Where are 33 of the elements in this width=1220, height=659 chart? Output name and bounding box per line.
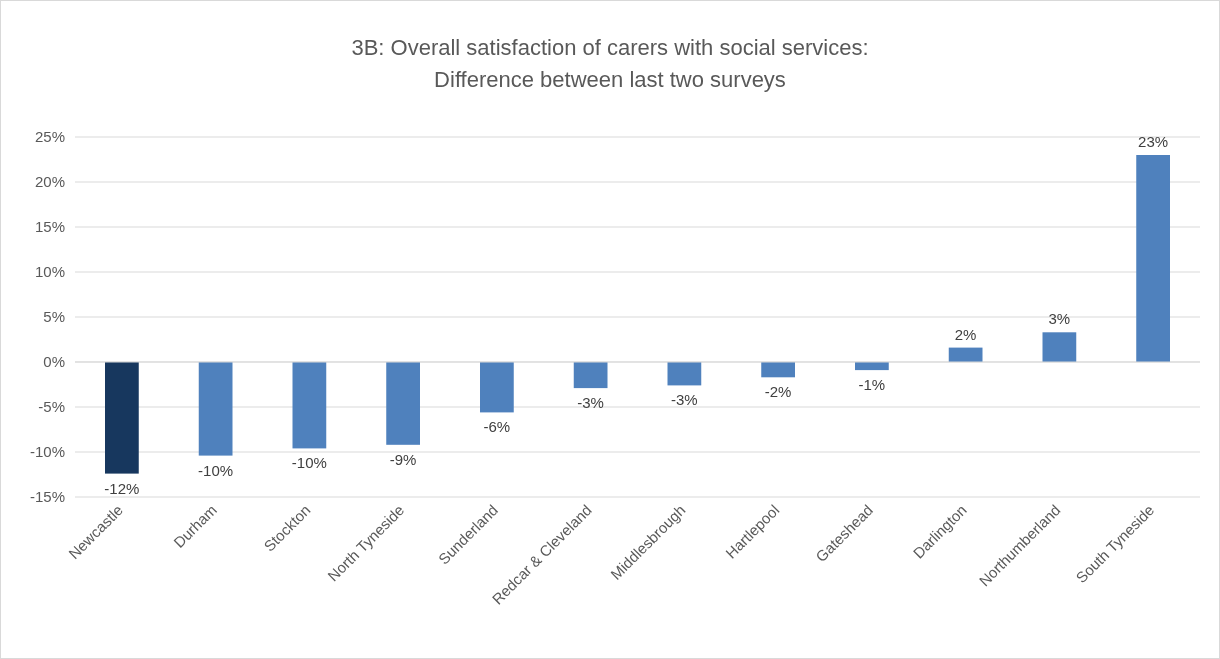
bar bbox=[1136, 155, 1170, 362]
data-label: -3% bbox=[671, 391, 698, 409]
bar bbox=[1042, 332, 1077, 362]
bar bbox=[573, 362, 608, 389]
bar bbox=[761, 362, 795, 378]
bar bbox=[480, 362, 514, 413]
y-tick-label: 20% bbox=[34, 173, 65, 191]
bar bbox=[386, 362, 420, 445]
data-label: 23% bbox=[1138, 133, 1169, 150]
y-tick-label: 5% bbox=[43, 308, 65, 326]
bar bbox=[198, 362, 233, 456]
data-label: -3% bbox=[577, 394, 604, 412]
y-tick-label: 25% bbox=[34, 128, 65, 146]
y-tick-label: -15% bbox=[29, 488, 65, 506]
data-label: 3% bbox=[1048, 310, 1071, 328]
y-tick-label: -5% bbox=[38, 398, 65, 416]
chart-title: 3B: Overall satisfaction of carers with social services: Difference between last two surveys bbox=[351, 35, 869, 92]
data-label: -10% bbox=[291, 454, 327, 472]
data-label: 2% bbox=[954, 325, 977, 343]
data-label: -12% bbox=[104, 479, 140, 497]
bar bbox=[105, 362, 139, 474]
data-label: -9% bbox=[389, 450, 417, 468]
y-tick-label: 0% bbox=[43, 353, 65, 371]
y-tick-label: -10% bbox=[29, 443, 65, 461]
y-tick-label: 10% bbox=[34, 263, 65, 281]
bar bbox=[948, 347, 983, 362]
data-label: -2% bbox=[764, 383, 792, 401]
y-tick-label: 15% bbox=[34, 218, 65, 236]
data-label: -6% bbox=[483, 418, 511, 436]
bar bbox=[667, 362, 702, 386]
bar bbox=[292, 362, 327, 449]
data-label: -10% bbox=[198, 461, 234, 479]
data-label: -1% bbox=[858, 376, 886, 394]
